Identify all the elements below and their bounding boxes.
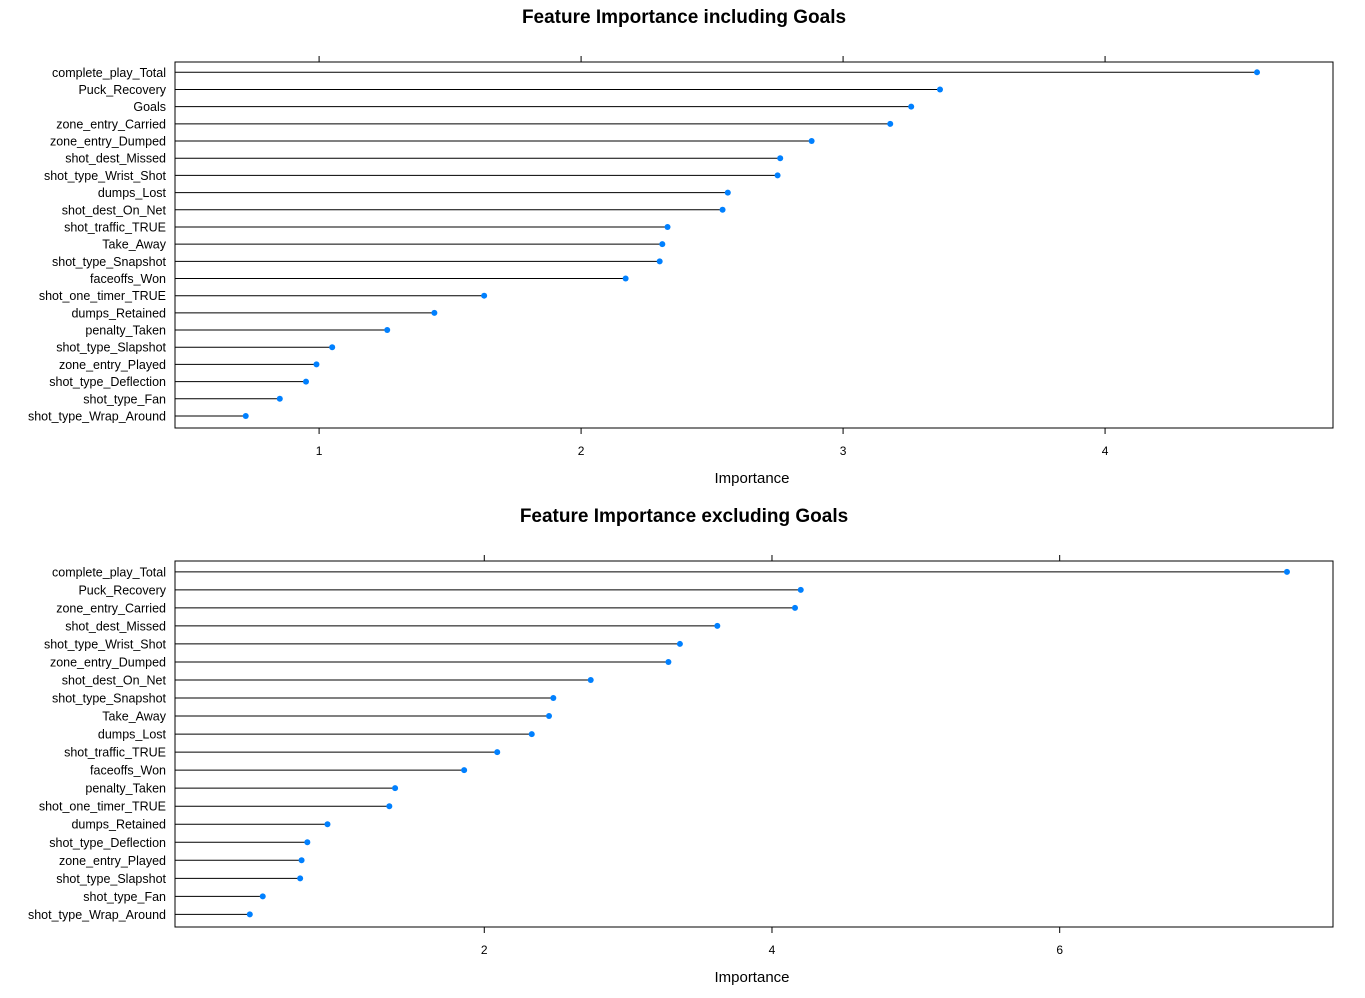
chart-1-point	[659, 241, 666, 248]
chart-2-point	[676, 640, 683, 647]
chart-2-category-label: dumps_Retained	[71, 818, 166, 832]
chart-2-point	[550, 695, 557, 702]
chart-1-x-axis-label: Importance	[714, 470, 789, 487]
chart-1-point	[908, 103, 915, 110]
chart-2-category-label: zone_entry_Played	[59, 854, 166, 868]
chart-1-point	[276, 395, 283, 402]
chart-1-category-label: dumps_Lost	[98, 186, 167, 200]
chart-1-tick-label: 2	[578, 444, 585, 458]
chart-2-category-label: shot_type_Slapshot	[56, 872, 166, 886]
chart-1-point	[719, 206, 726, 213]
chart-1-category-label: shot_one_timer_TRUE	[39, 289, 166, 303]
chart-2-category-label: shot_type_Wrap_Around	[28, 908, 166, 922]
chart-1-category-label: shot_type_Wrap_Around	[28, 409, 166, 423]
chart-2-point	[461, 767, 468, 774]
chart-2-point	[304, 839, 311, 846]
chart-2-point	[324, 821, 331, 828]
chart-1-point	[774, 172, 781, 179]
chart-2-x-axis-label: Importance	[714, 969, 789, 986]
chart-2-category-label: shot_dest_On_Net	[62, 673, 167, 687]
chart-2-point	[665, 658, 672, 665]
chart-1-point	[329, 344, 336, 351]
chart-1-panel	[174, 61, 1334, 429]
chart-2-point	[1283, 568, 1290, 575]
chart-1-category-label: shot_type_Fan	[83, 392, 166, 406]
chart-1-point	[313, 361, 320, 368]
chart-1-point	[1254, 69, 1261, 76]
chart-2-category-label: faceoffs_Won	[90, 764, 166, 778]
chart-2-category-label: zone_entry_Carried	[56, 601, 166, 615]
chart-1-category-label: shot_dest_On_Net	[62, 203, 167, 217]
chart-1-category-label: shot_type_Snapshot	[52, 255, 167, 269]
chart-2-panel	[174, 560, 1334, 928]
chart-1-category-label: zone_entry_Played	[59, 358, 166, 372]
chart-2-category-label: Puck_Recovery	[78, 583, 166, 597]
chart-2-category-label: shot_traffic_TRUE	[64, 746, 166, 760]
chart-2-point	[587, 676, 594, 683]
chart-2-point	[791, 604, 798, 611]
chart-2-category-label: penalty_Taken	[85, 782, 166, 796]
chart-2-point	[246, 911, 253, 918]
chart-1-point	[242, 412, 249, 419]
chart-2-point	[546, 713, 553, 720]
chart-1-category-label: zone_entry_Carried	[56, 117, 166, 131]
chart-2-category-label: dumps_Lost	[98, 728, 167, 742]
chart-1-category-label: Goals	[133, 100, 166, 114]
chart-1-point	[656, 258, 663, 265]
chart-2-category-label: shot_type_Snapshot	[52, 692, 167, 706]
chart-2-category-label: shot_type_Deflection	[49, 836, 166, 850]
chart-1-point	[622, 275, 629, 282]
chart-1-category-label: shot_type_Wrist_Shot	[44, 169, 167, 183]
chart-2-point	[392, 785, 399, 792]
chart-2-category-label: shot_type_Wrist_Shot	[44, 637, 167, 651]
chart-1-category-label: dumps_Retained	[71, 306, 166, 320]
chart-1-category-label: shot_dest_Missed	[65, 152, 166, 166]
chart-1-point	[664, 223, 671, 230]
chart-1-point	[302, 378, 309, 385]
chart-1-tick-label: 3	[840, 444, 847, 458]
chart-1-point	[724, 189, 731, 196]
chart-2-point	[797, 586, 804, 593]
chart-2-tick-label: 6	[1056, 943, 1063, 957]
chart-1-point	[431, 309, 438, 316]
chart-1-point	[777, 155, 784, 162]
chart-2-title: Feature Importance excluding Goals	[520, 506, 848, 527]
chart-1-point	[887, 120, 894, 127]
chart-2-category-label: shot_dest_Missed	[65, 619, 166, 633]
chart-2-point	[386, 803, 393, 810]
chart-2-point	[297, 875, 304, 882]
chart-2-point	[259, 893, 266, 900]
chart-2-category-label: shot_one_timer_TRUE	[39, 800, 166, 814]
chart-1-category-label: faceoffs_Won	[90, 272, 166, 286]
chart-1-category-label: zone_entry_Dumped	[50, 135, 166, 149]
chart-1-tick-label: 1	[316, 444, 323, 458]
chart-2-point	[714, 622, 721, 629]
chart-1-point	[481, 292, 488, 299]
chart-2-category-label: Take_Away	[102, 710, 166, 724]
chart-1-point	[808, 138, 815, 145]
chart-1-title: Feature Importance including Goals	[522, 7, 846, 28]
chart-1-category-label: complete_play_Total	[52, 66, 166, 80]
chart-1-point	[937, 86, 944, 93]
chart-1-category-label: shot_traffic_TRUE	[64, 220, 166, 234]
chart-2-point	[298, 857, 305, 864]
chart-1-category-label: shot_type_Slapshot	[56, 341, 166, 355]
chart-1-category-label: Take_Away	[102, 238, 166, 252]
chart-2-point	[494, 749, 501, 756]
chart-1-point	[384, 327, 391, 334]
chart-2-category-label: zone_entry_Dumped	[50, 655, 166, 669]
chart-1-category-label: penalty_Taken	[85, 324, 166, 338]
chart-1-tick-label: 4	[1102, 444, 1109, 458]
chart-2-category-label: shot_type_Fan	[83, 890, 166, 904]
chart-2-tick-label: 4	[769, 943, 776, 957]
chart-2-category-label: complete_play_Total	[52, 565, 166, 579]
chart-2-tick-label: 2	[481, 943, 488, 957]
chart-1-category-label: Puck_Recovery	[78, 83, 166, 97]
chart-2-point	[528, 731, 535, 738]
chart-1-category-label: shot_type_Deflection	[49, 375, 166, 389]
